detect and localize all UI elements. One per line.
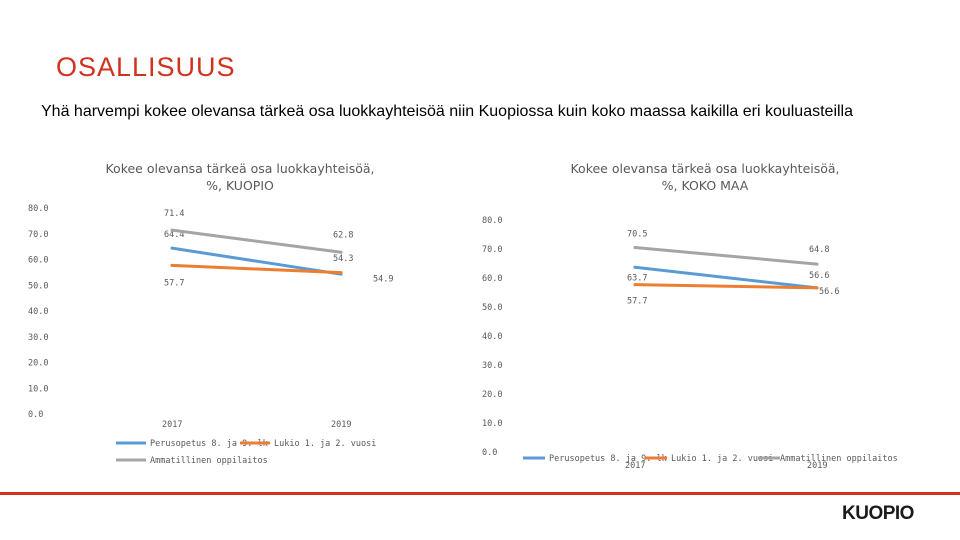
data-point: [815, 286, 819, 290]
y-tick-label: 50.0: [28, 281, 48, 291]
x-tick-label: 2017: [162, 420, 182, 430]
y-tick-label: 60.0: [28, 256, 48, 266]
data-label: 62.8: [333, 230, 353, 240]
slide-title: OSALLISUUS: [56, 52, 236, 82]
chart-title: Kokee olevansa tärkeä osa luokkayhteisöä…: [570, 161, 839, 176]
data-label: 57.7: [627, 297, 647, 307]
series-line: [633, 265, 819, 290]
data-label: 70.5: [627, 230, 647, 240]
y-tick-label: 20.0: [28, 359, 48, 369]
data-label: 54.3: [333, 254, 353, 264]
series-line: [170, 228, 343, 254]
data-label: 71.4: [164, 209, 184, 219]
kuopio-logo: KUOPIO: [842, 503, 914, 524]
data-point: [170, 228, 174, 232]
data-label: 57.7: [164, 278, 184, 288]
chart-koko-maa: Kokee olevansa tärkeä osa luokkayhteisöä…: [482, 161, 898, 471]
data-point: [170, 263, 174, 267]
y-tick-label: 40.0: [28, 307, 48, 317]
y-tick-label: 80.0: [28, 204, 48, 214]
y-tick-label: 50.0: [482, 303, 502, 313]
y-tick-label: 0.0: [482, 448, 497, 458]
footer-divider: [0, 492, 960, 495]
y-tick-label: 70.0: [28, 230, 48, 240]
data-point: [815, 262, 819, 266]
data-point: [633, 265, 637, 269]
chart-kuopio: Kokee olevansa tärkeä osa luokkayhteisöä…: [28, 161, 393, 466]
chart-title: %, KUOPIO: [206, 178, 274, 193]
data-point: [633, 283, 637, 287]
legend-label: Perusopetus 8. ja 9. lk: [150, 439, 268, 449]
y-tick-label: 30.0: [482, 361, 502, 371]
y-tick-label: 10.0: [482, 419, 502, 429]
x-tick-label: 2019: [807, 461, 827, 471]
series-line: [633, 246, 819, 266]
slide-subtitle: Yhä harvempi kokee olevansa tärkeä osa l…: [41, 103, 854, 120]
series-line: [170, 263, 343, 275]
y-tick-label: 10.0: [28, 384, 48, 394]
data-point: [339, 250, 343, 254]
y-tick-label: 20.0: [482, 390, 502, 400]
x-tick-label: 2017: [625, 461, 645, 471]
y-tick-label: 40.0: [482, 332, 502, 342]
chart-title: %, KOKO MAA: [662, 178, 749, 193]
y-tick-label: 60.0: [482, 274, 502, 284]
data-label: 64.8: [809, 245, 829, 255]
data-label: 56.6: [809, 271, 829, 281]
y-tick-label: 0.0: [28, 410, 43, 420]
legend-label: Perusopetus 8. ja 9. lk: [549, 454, 667, 464]
data-label: 63.7: [627, 273, 647, 283]
data-label: 56.6: [819, 287, 839, 297]
x-tick-label: 2019: [331, 420, 351, 430]
y-tick-label: 70.0: [482, 245, 502, 255]
y-tick-label: 30.0: [28, 333, 48, 343]
data-point: [170, 246, 174, 250]
legend-label: Lukio 1. ja 2. vuosi: [274, 439, 376, 449]
data-point: [633, 246, 637, 250]
y-tick-label: 80.0: [482, 216, 502, 226]
data-label: 54.9: [373, 275, 393, 285]
legend-label: Lukio 1. ja 2. vuosi: [671, 454, 773, 464]
series-line: [633, 283, 819, 290]
chart-title: Kokee olevansa tärkeä osa luokkayhteisöä…: [105, 161, 374, 176]
data-point: [339, 271, 343, 275]
legend-label: Ammatillinen oppilaitos: [780, 454, 898, 464]
series-line: [170, 246, 343, 276]
legend-label: Ammatillinen oppilaitos: [150, 456, 268, 466]
data-label: 64.4: [164, 230, 184, 240]
